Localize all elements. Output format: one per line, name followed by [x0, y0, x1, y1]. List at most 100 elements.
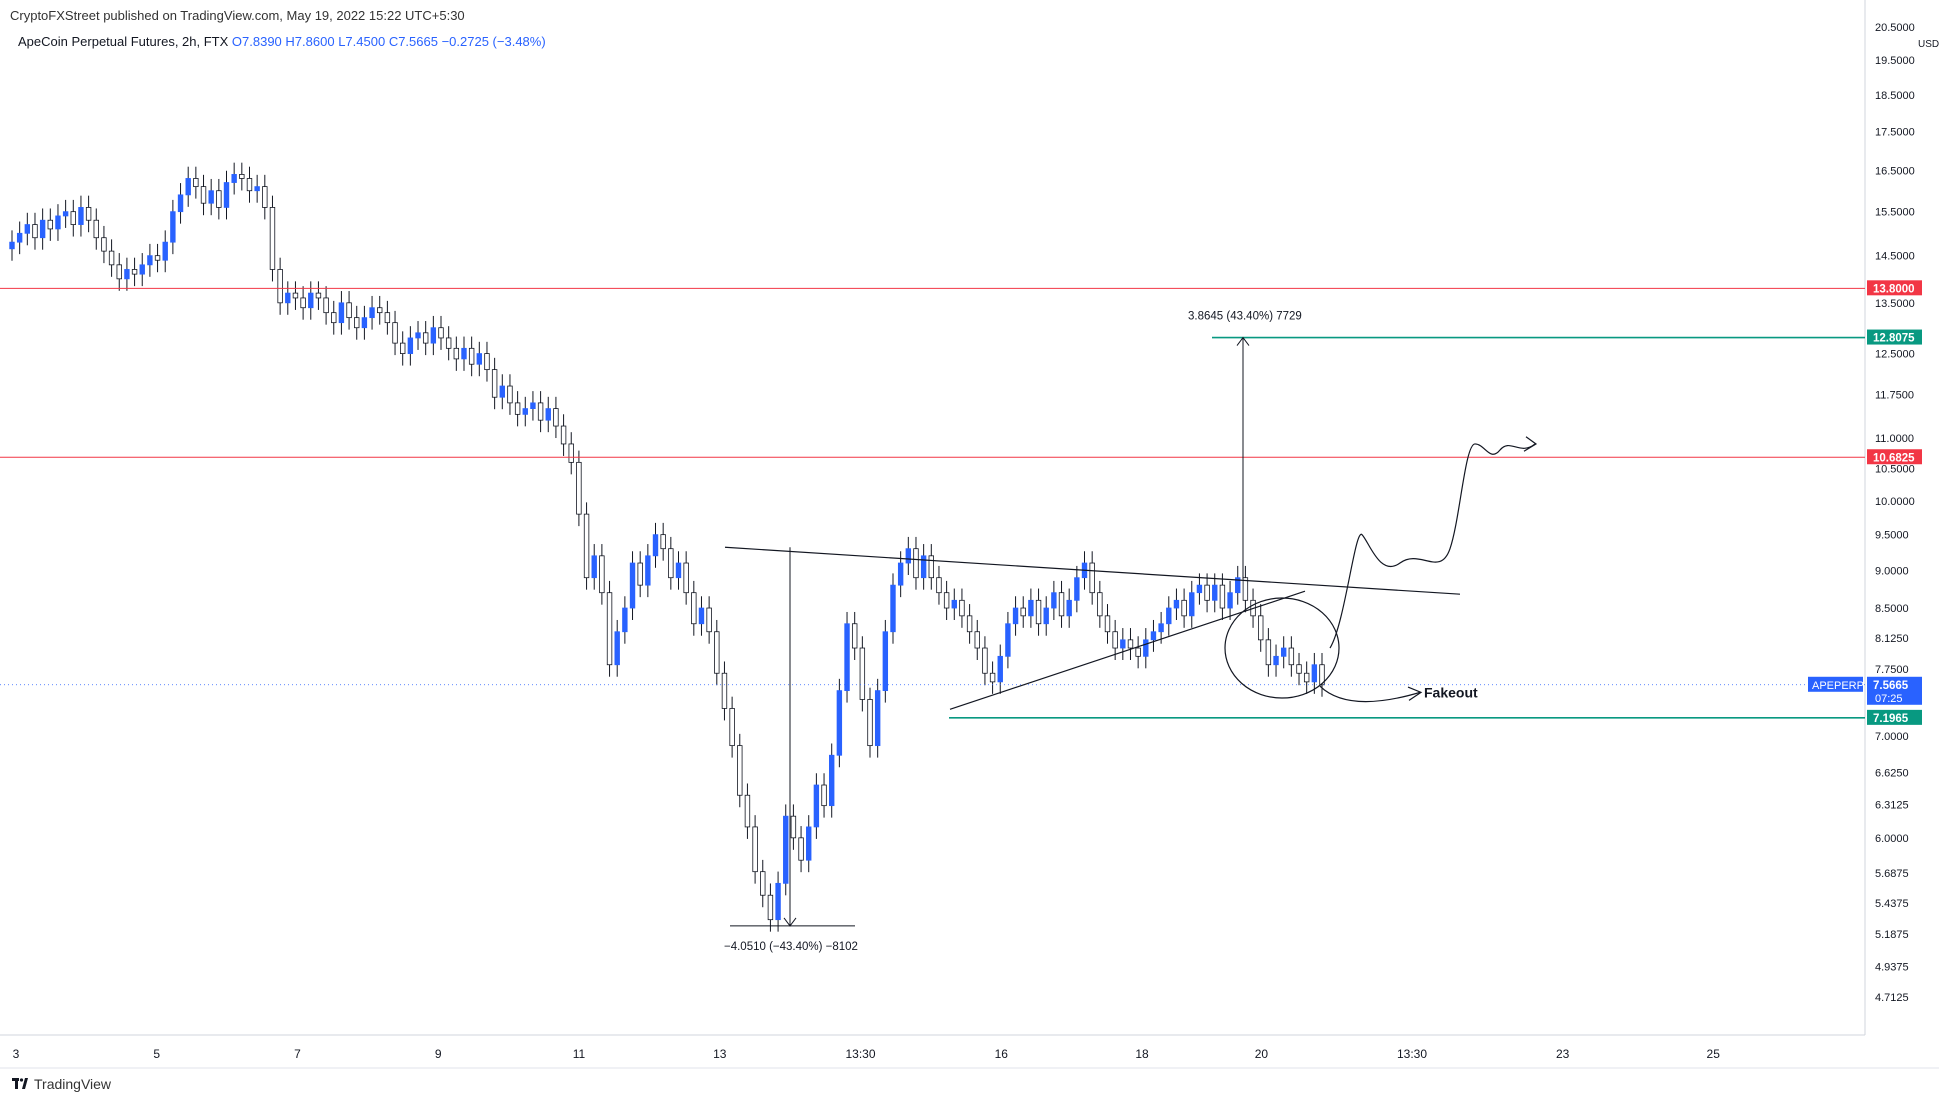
candle-body — [476, 353, 483, 365]
y-tick-label: 5.1875 — [1875, 929, 1909, 941]
y-tick-label: 10.0000 — [1875, 496, 1915, 508]
y-tick-label: 12.5000 — [1875, 349, 1915, 361]
candle-body — [461, 347, 467, 360]
candle-body — [913, 548, 919, 579]
candle-body — [982, 647, 988, 674]
candle-body — [1135, 647, 1141, 657]
y-tick-label: 7.7500 — [1875, 664, 1909, 676]
projected-path-arrow — [1523, 436, 1538, 452]
candle-body — [897, 562, 904, 586]
currency-label: USD — [1918, 39, 1939, 50]
price-label: 7.5665 — [1873, 680, 1909, 692]
candle-body — [729, 708, 735, 747]
candle-body — [1005, 623, 1011, 657]
candle-body — [507, 385, 513, 404]
candle-body — [292, 292, 299, 299]
y-tick-label: 7.0000 — [1875, 731, 1909, 743]
candle-body — [162, 241, 168, 261]
candle-body — [354, 317, 360, 329]
candle-body — [813, 784, 820, 828]
candle-body — [484, 353, 490, 371]
x-tick-label: 13:30 — [1397, 1047, 1427, 1061]
y-tick-label: 19.5000 — [1875, 55, 1915, 67]
candle-body — [583, 513, 590, 579]
y-tick-label: 6.6250 — [1875, 767, 1909, 779]
candle-body — [93, 219, 99, 239]
candle-body — [208, 190, 214, 204]
candle-body — [767, 894, 774, 921]
price-label-bg — [1867, 709, 1922, 725]
candle-body — [1303, 672, 1310, 683]
fakeout-arrow-head — [1407, 686, 1423, 701]
candle-body — [1150, 631, 1157, 641]
candle-body — [346, 302, 352, 319]
candle-body — [139, 264, 145, 275]
y-tick-label: 13.5000 — [1875, 298, 1915, 310]
y-tick-label: 4.7125 — [1875, 992, 1909, 1004]
measure-down-label: −4.0510 (−43.40%) −8102 — [724, 941, 858, 953]
candle-body — [101, 237, 107, 252]
candle-body — [943, 592, 950, 609]
candle-body — [1273, 655, 1279, 666]
candle-body — [1158, 623, 1164, 633]
y-tick-label: 17.5000 — [1875, 127, 1915, 139]
ohlc-low: L7.4500 — [338, 34, 386, 49]
candle-body — [70, 211, 76, 225]
y-tick-label: 8.5000 — [1875, 603, 1909, 615]
candle-body — [1051, 592, 1057, 609]
candle-body — [1112, 631, 1118, 649]
candle-body — [530, 402, 536, 410]
candle-body — [223, 182, 230, 208]
candle-body — [170, 211, 176, 243]
candle-body — [1127, 639, 1134, 649]
candle-body — [285, 292, 291, 304]
candle-body — [637, 562, 643, 586]
candle-body — [537, 402, 544, 421]
price-label: 13.8000 — [1873, 283, 1915, 295]
candle-body — [851, 623, 858, 649]
candle-body — [323, 297, 329, 314]
candle-body — [660, 534, 666, 550]
candle-body — [1181, 599, 1187, 617]
candle-body — [331, 312, 337, 324]
tradingview-brand-label: TradingView — [34, 1076, 112, 1092]
candle-body — [821, 784, 827, 807]
y-tick-label: 5.4375 — [1875, 898, 1909, 910]
candle-body — [400, 342, 406, 354]
price-label: 7.1965 — [1873, 713, 1909, 725]
candle-body — [1089, 562, 1095, 594]
candle-body — [453, 347, 460, 360]
candle-body — [254, 186, 260, 192]
candle-body — [920, 555, 927, 579]
candle-body — [622, 607, 628, 633]
candle-body — [721, 672, 728, 709]
measure-down-arrow — [783, 917, 797, 927]
candle-body — [430, 327, 437, 344]
ohlc-open: O7.8390 — [231, 34, 282, 49]
candle-body — [591, 555, 597, 579]
candle-body — [1235, 577, 1241, 594]
candle-body — [668, 548, 674, 579]
ohlc-high: H7.8600 — [285, 34, 335, 49]
triangle-lower-line — [949, 590, 1306, 710]
tradingview-brand[interactable]: TradingView — [12, 1076, 111, 1092]
candle-body — [599, 555, 605, 594]
candle-body — [714, 631, 720, 674]
candle-body — [1028, 599, 1034, 617]
price-label-bg — [1867, 329, 1922, 345]
candle-body — [629, 562, 636, 609]
y-tick-label: 18.5000 — [1875, 90, 1915, 102]
candle-body — [277, 269, 283, 304]
candle-body — [1265, 639, 1272, 666]
candle-body — [1319, 664, 1325, 686]
candle-body — [468, 347, 475, 365]
countdown-label: 07:25 — [1875, 693, 1903, 705]
x-tick-label: 20 — [1255, 1047, 1269, 1061]
symbol-tag-label: APEPERP — [1812, 680, 1864, 692]
candle-body — [890, 584, 896, 633]
y-tick-label: 6.3125 — [1875, 799, 1909, 811]
price-label: 10.6825 — [1873, 452, 1915, 464]
x-tick-label: 7 — [294, 1047, 301, 1061]
candle-body — [438, 327, 444, 339]
